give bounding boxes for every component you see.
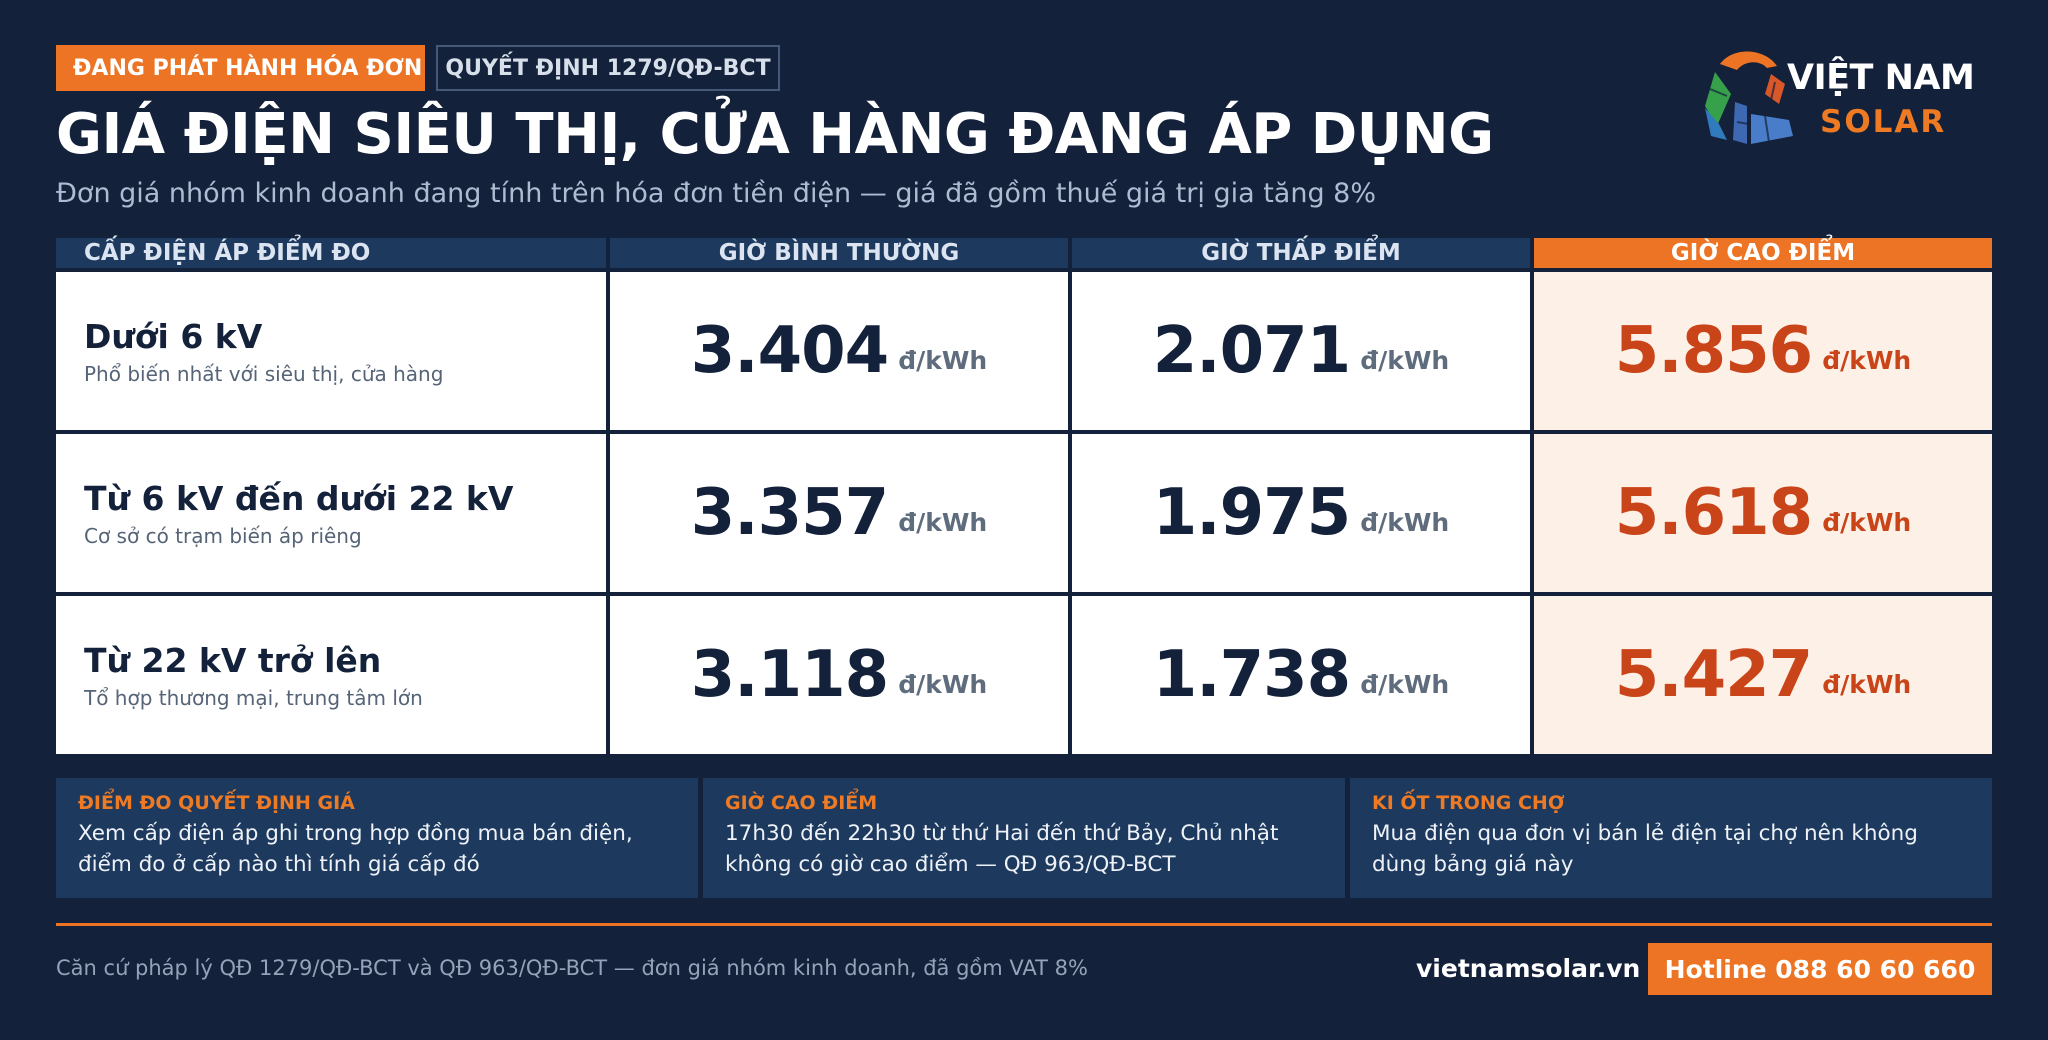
- website-link[interactable]: vietnamsolar.vn: [1416, 954, 1641, 983]
- voltage-level-note: Phổ biến nhất với siêu thị, cửa hàng: [84, 361, 444, 386]
- price-unit: đ/kWh: [1822, 507, 1912, 537]
- note-card: GIỜ CAO ĐIỂM 17h30 đến 22h30 từ thứ Hai …: [703, 778, 1345, 898]
- note-text: Xem cấp điện áp ghi trong hợp đồng mua b…: [78, 821, 633, 877]
- voltage-level: Từ 6 kV đến dưới 22 kV: [84, 478, 514, 518]
- price-value: 2.071: [1152, 314, 1351, 388]
- price-unit: đ/kWh: [898, 669, 988, 699]
- column-header-off-peak: GIỜ THẤP ĐIỂM: [1072, 238, 1530, 268]
- price-cell-peak: 5.618 đ/kWh: [1534, 434, 1992, 592]
- price-unit: đ/kWh: [1360, 507, 1450, 537]
- price-cell-normal: 3.118 đ/kWh: [610, 596, 1068, 754]
- voltage-level: Dưới 6 kV: [84, 316, 263, 356]
- price-value: 1.738: [1152, 638, 1351, 712]
- price-unit: đ/kWh: [1822, 345, 1912, 375]
- price-unit: đ/kWh: [1360, 345, 1450, 375]
- price-value: 3.118: [690, 638, 889, 712]
- voltage-level: Từ 22 kV trở lên: [84, 640, 382, 680]
- note-title: ĐIỂM ĐO QUYẾT ĐỊNH GIÁ: [78, 792, 355, 814]
- price-cell-normal: 3.404 đ/kWh: [610, 272, 1068, 430]
- column-header-peak: GIỜ CAO ĐIỂM: [1534, 238, 1992, 268]
- page-title: GIÁ ĐIỆN SIÊU THỊ, CỬA HÀNG ĐANG ÁP DỤNG: [56, 102, 1494, 167]
- price-value: 3.404: [690, 314, 889, 388]
- note-text: 17h30 đến 22h30 từ thứ Hai đến thứ Bảy, …: [725, 821, 1279, 877]
- price-value: 5.856: [1614, 314, 1813, 388]
- price-cell-peak: 5.856 đ/kWh: [1534, 272, 1992, 430]
- price-value: 3.357: [690, 476, 889, 550]
- price-cell-off-peak: 1.975 đ/kWh: [1072, 434, 1530, 592]
- solar-panel-logo-icon: [1705, 51, 1793, 144]
- price-cell-peak: 5.427 đ/kWh: [1534, 596, 1992, 754]
- status-badge: ĐANG PHÁT HÀNH HÓA ĐƠN: [56, 45, 425, 91]
- price-cell-normal: 3.357 đ/kWh: [610, 434, 1068, 592]
- price-value: 1.975: [1152, 476, 1351, 550]
- price-unit: đ/kWh: [1360, 669, 1450, 699]
- note-title: KI ỐT TRONG CHỢ: [1372, 792, 1565, 814]
- page-subtitle: Đơn giá nhóm kinh doanh đang tính trên h…: [56, 178, 1377, 209]
- price-value: 5.427: [1614, 638, 1813, 712]
- decision-badge: QUYẾT ĐỊNH 1279/QĐ-BCT: [436, 45, 780, 91]
- column-header-voltage: CẤP ĐIỆN ÁP ĐIỂM ĐO: [56, 238, 606, 268]
- logo-text-line2: SOLAR: [1820, 104, 1947, 140]
- price-cell-off-peak: 2.071 đ/kWh: [1072, 272, 1530, 430]
- hotline-button[interactable]: Hotline 088 60 60 660: [1648, 943, 1992, 995]
- price-unit: đ/kWh: [1822, 669, 1912, 699]
- note-card: ĐIỂM ĐO QUYẾT ĐỊNH GIÁ Xem cấp điện áp g…: [56, 778, 698, 898]
- column-header-normal: GIỜ BÌNH THƯỜNG: [610, 238, 1068, 268]
- voltage-level-note: Cơ sở có trạm biến áp riêng: [84, 523, 362, 548]
- note-title: GIỜ CAO ĐIỂM: [725, 792, 878, 814]
- footer-divider: [56, 923, 1992, 926]
- table-row-label: Từ 6 kV đến dưới 22 kV Cơ sở có trạm biế…: [56, 434, 606, 592]
- price-cell-off-peak: 1.738 đ/kWh: [1072, 596, 1530, 754]
- note-text: Mua điện qua đơn vị bán lẻ điện tại chợ …: [1372, 821, 1918, 877]
- voltage-level-note: Tổ hợp thương mại, trung tâm lớn: [84, 685, 423, 710]
- price-unit: đ/kWh: [898, 345, 988, 375]
- legal-basis-text: Căn cứ pháp lý QĐ 1279/QĐ-BCT và QĐ 963/…: [56, 956, 1088, 980]
- price-unit: đ/kWh: [898, 507, 988, 537]
- price-value: 5.618: [1614, 476, 1813, 550]
- table-row-label: Dưới 6 kV Phổ biến nhất với siêu thị, cử…: [56, 272, 606, 430]
- logo-text-line1: VIỆT NAM: [1787, 58, 1975, 98]
- note-card: KI ỐT TRONG CHỢ Mua điện qua đơn vị bán …: [1350, 778, 1992, 898]
- table-row-label: Từ 22 kV trở lên Tổ hợp thương mại, trun…: [56, 596, 606, 754]
